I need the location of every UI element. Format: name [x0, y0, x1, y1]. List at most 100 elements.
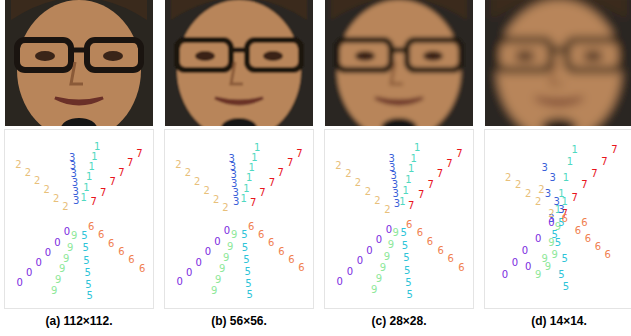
svg-text:3: 3 — [70, 160, 76, 171]
svg-text:9: 9 — [371, 284, 377, 295]
svg-text:0: 0 — [35, 257, 41, 268]
svg-text:6: 6 — [108, 238, 114, 249]
svg-text:7: 7 — [127, 157, 133, 168]
svg-text:5: 5 — [83, 242, 89, 253]
svg-text:9: 9 — [384, 251, 390, 262]
svg-text:9: 9 — [231, 229, 237, 240]
svg-text:0: 0 — [502, 269, 508, 280]
svg-text:6: 6 — [139, 263, 145, 274]
svg-text:2: 2 — [15, 159, 21, 170]
svg-text:5: 5 — [401, 227, 407, 238]
svg-text:7: 7 — [269, 177, 275, 188]
svg-text:3: 3 — [394, 198, 400, 209]
svg-text:9: 9 — [59, 263, 65, 274]
svg-text:0: 0 — [224, 225, 230, 236]
svg-text:7: 7 — [446, 158, 452, 169]
svg-text:3: 3 — [388, 153, 394, 164]
svg-text:6: 6 — [595, 241, 601, 252]
svg-text:3: 3 — [542, 162, 548, 173]
svg-text:5: 5 — [242, 242, 248, 253]
svg-text:6: 6 — [288, 254, 294, 265]
svg-text:5: 5 — [407, 289, 413, 300]
svg-text:2: 2 — [505, 172, 511, 183]
svg-text:6: 6 — [561, 213, 567, 224]
svg-text:5: 5 — [85, 279, 91, 290]
svg-text:1: 1 — [81, 192, 87, 203]
svg-text:6: 6 — [258, 229, 264, 240]
svg-text:1: 1 — [241, 193, 247, 204]
svg-text:9: 9 — [392, 227, 398, 238]
svg-text:1: 1 — [571, 144, 577, 155]
svg-text:3: 3 — [545, 188, 551, 199]
svg-text:9: 9 — [67, 242, 73, 253]
svg-text:6: 6 — [248, 221, 254, 232]
svg-text:2: 2 — [374, 195, 380, 206]
svg-text:1: 1 — [91, 151, 97, 162]
svg-text:3: 3 — [392, 179, 398, 190]
svg-text:5: 5 — [241, 229, 247, 240]
svg-text:7: 7 — [109, 176, 115, 187]
svg-text:0: 0 — [376, 234, 382, 245]
svg-text:1: 1 — [408, 163, 414, 174]
svg-text:5: 5 — [551, 229, 557, 240]
svg-text:6: 6 — [417, 227, 423, 238]
svg-text:7: 7 — [581, 179, 587, 190]
svg-text:5: 5 — [83, 255, 89, 266]
svg-text:7: 7 — [118, 167, 124, 178]
svg-text:1: 1 — [86, 171, 92, 182]
svg-text:0: 0 — [177, 276, 183, 287]
svg-text:5: 5 — [243, 254, 249, 265]
svg-text:3: 3 — [558, 204, 564, 215]
svg-text:5: 5 — [405, 277, 411, 288]
svg-text:3: 3 — [72, 186, 78, 197]
svg-text:0: 0 — [54, 237, 60, 248]
svg-text:0: 0 — [512, 257, 518, 268]
svg-text:1: 1 — [555, 204, 561, 215]
svg-text:6: 6 — [118, 246, 124, 257]
svg-text:0: 0 — [26, 267, 32, 278]
svg-text:3: 3 — [230, 161, 236, 172]
svg-text:1: 1 — [243, 183, 249, 194]
svg-text:5: 5 — [561, 253, 567, 264]
svg-text:9: 9 — [555, 221, 561, 232]
svg-text:6: 6 — [98, 229, 104, 240]
svg-text:7: 7 — [250, 197, 256, 208]
svg-text:5: 5 — [558, 269, 564, 280]
svg-text:7: 7 — [611, 144, 617, 155]
svg-text:7: 7 — [287, 157, 293, 168]
svg-text:6: 6 — [88, 221, 94, 232]
svg-text:3: 3 — [228, 153, 234, 164]
svg-text:5: 5 — [81, 230, 87, 241]
svg-text:1: 1 — [89, 161, 95, 172]
svg-text:1: 1 — [561, 196, 567, 207]
svg-text:2: 2 — [515, 179, 521, 190]
svg-text:2: 2 — [53, 193, 59, 204]
svg-text:5: 5 — [563, 281, 569, 292]
svg-text:3: 3 — [550, 172, 556, 183]
svg-text:1: 1 — [567, 156, 573, 167]
svg-text:6: 6 — [268, 237, 274, 248]
svg-text:6: 6 — [298, 262, 304, 273]
svg-text:6: 6 — [427, 236, 433, 247]
svg-text:5: 5 — [87, 290, 93, 301]
svg-text:2: 2 — [548, 208, 554, 219]
svg-text:6: 6 — [128, 254, 134, 265]
svg-text:0: 0 — [186, 267, 192, 278]
svg-text:7: 7 — [437, 168, 443, 179]
svg-text:2: 2 — [222, 202, 228, 213]
svg-text:7: 7 — [259, 187, 265, 198]
svg-text:7: 7 — [136, 148, 142, 159]
svg-text:7: 7 — [456, 148, 462, 159]
svg-text:2: 2 — [355, 177, 361, 188]
svg-text:5: 5 — [403, 252, 409, 263]
svg-text:9: 9 — [223, 252, 229, 263]
svg-text:9: 9 — [548, 237, 554, 248]
svg-text:2: 2 — [194, 176, 200, 187]
svg-text:2: 2 — [175, 159, 181, 170]
svg-text:3: 3 — [69, 152, 75, 163]
svg-text:9: 9 — [535, 269, 541, 280]
svg-text:5: 5 — [402, 240, 408, 251]
svg-text:3: 3 — [230, 169, 236, 180]
svg-text:0: 0 — [535, 233, 541, 244]
svg-text:0: 0 — [64, 226, 70, 237]
